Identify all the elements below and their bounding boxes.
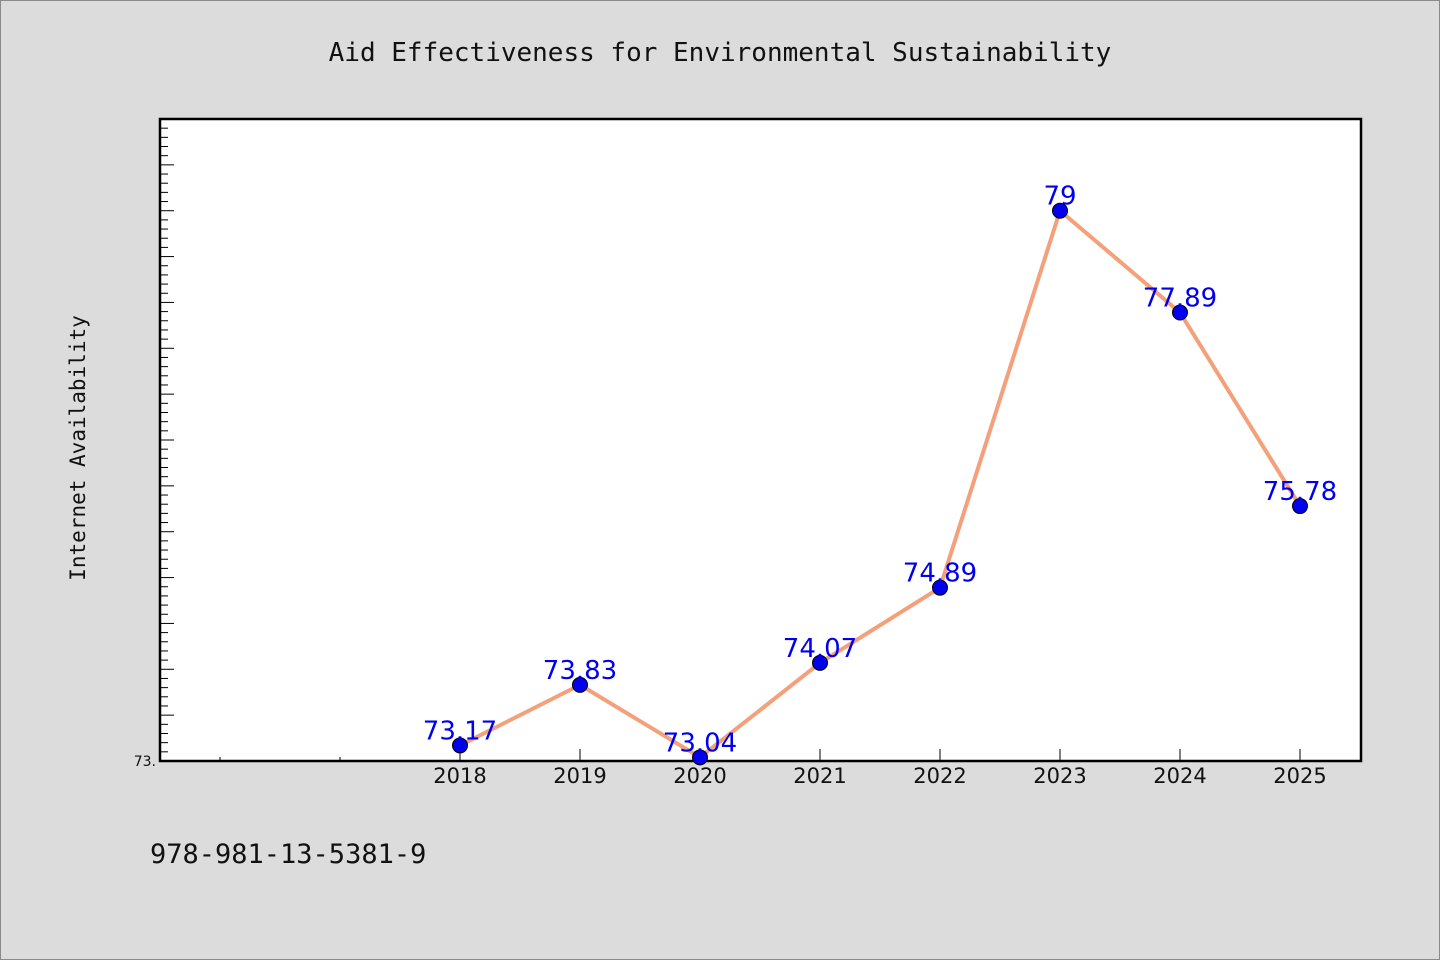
x-tick-label: 2020 (673, 764, 726, 788)
data-label: 74.89 (903, 559, 977, 589)
data-label: 77.89 (1143, 284, 1217, 314)
x-tick-label: 2022 (913, 764, 966, 788)
data-point (1292, 498, 1308, 515)
data-point (692, 749, 708, 766)
data-point (1052, 202, 1068, 219)
x-axis-ticks: 2018 2019 2020 2021 2022 2023 2024 2025 (219, 749, 1327, 788)
x-tick-label: 2021 (793, 764, 846, 788)
data-label: 75.78 (1263, 477, 1337, 507)
x-tick-label: 2023 (1033, 764, 1086, 788)
series-line-group (458, 208, 1302, 760)
y-axis-ticks: 73. (134, 127, 174, 770)
footer-isbn: 978-981-13-5381-9 (150, 839, 426, 870)
x-tick-label: 2019 (553, 764, 606, 788)
data-label: 74.07 (783, 634, 857, 664)
data-point (572, 676, 588, 693)
data-label: 73.17 (423, 716, 497, 746)
data-point (1172, 304, 1188, 321)
y-axis-label: Internet Availability (66, 315, 90, 581)
y-tick-label: 73. (134, 754, 156, 770)
series-line (458, 208, 1302, 760)
chart-title: Aid Effectiveness for Environmental Sust… (329, 38, 1112, 68)
x-tick-label: 2024 (1153, 764, 1206, 788)
data-point (452, 737, 468, 754)
data-labels: 73.17 73.83 73.04 74.07 74.89 79 77.89 75.78 (423, 182, 1337, 759)
data-label: 73.04 (663, 728, 737, 758)
x-tick-label: 2018 (433, 764, 486, 788)
x-tick-label: 2025 (1273, 764, 1326, 788)
data-label: 73.83 (543, 656, 617, 686)
plot-area (158, 117, 1363, 763)
series-markers (452, 202, 1308, 766)
data-point (932, 579, 948, 596)
data-point (812, 654, 828, 671)
data-label: 79 (1043, 182, 1076, 212)
